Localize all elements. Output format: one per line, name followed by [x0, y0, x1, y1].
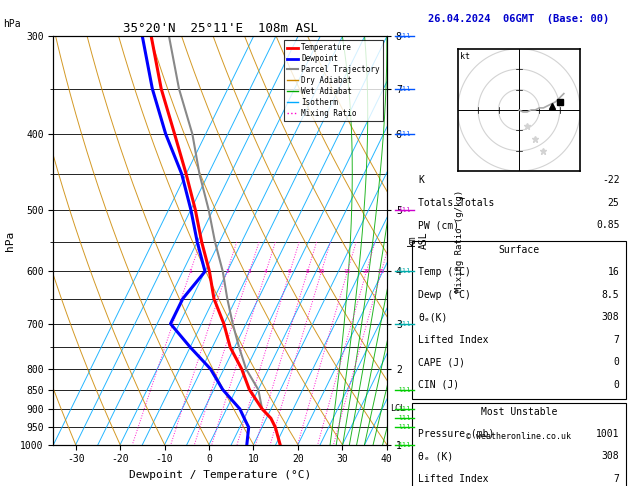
Text: 25: 25 — [377, 269, 385, 274]
Text: lll: lll — [398, 34, 411, 39]
Text: lll: lll — [398, 268, 411, 275]
Text: lll: lll — [398, 406, 411, 412]
Text: Totals Totals: Totals Totals — [418, 198, 495, 208]
Text: lll: lll — [398, 424, 411, 430]
Text: 15: 15 — [343, 269, 351, 274]
Text: CAPE (J): CAPE (J) — [418, 357, 465, 367]
Text: 8.5: 8.5 — [602, 290, 620, 300]
Text: lll: lll — [398, 207, 411, 213]
Title: 35°20'N  25°11'E  108m ASL: 35°20'N 25°11'E 108m ASL — [123, 22, 318, 35]
Text: Temp (°C): Temp (°C) — [418, 267, 471, 278]
Text: Lifted Index: Lifted Index — [418, 474, 489, 484]
Y-axis label: hPa: hPa — [4, 230, 14, 251]
Text: hPa: hPa — [3, 19, 21, 30]
Y-axis label: km
ASL: km ASL — [408, 232, 429, 249]
Text: 0: 0 — [613, 357, 620, 367]
Text: Pressure (mb): Pressure (mb) — [418, 429, 495, 439]
Text: 1: 1 — [189, 269, 192, 274]
Text: 16: 16 — [608, 267, 620, 278]
Text: 1001: 1001 — [596, 429, 620, 439]
Text: 8: 8 — [306, 269, 309, 274]
Text: Dewp (°C): Dewp (°C) — [418, 290, 471, 300]
Text: Lifted Index: Lifted Index — [418, 335, 489, 345]
Text: 308: 308 — [602, 312, 620, 322]
Text: 0: 0 — [613, 380, 620, 390]
Text: LCL: LCL — [390, 404, 405, 414]
Legend: Temperature, Dewpoint, Parcel Trajectory, Dry Adiabat, Wet Adiabat, Isotherm, Mi: Temperature, Dewpoint, Parcel Trajectory… — [284, 40, 383, 121]
Text: Surface: Surface — [498, 245, 540, 255]
Text: 308: 308 — [602, 451, 620, 461]
Text: lll: lll — [398, 321, 411, 327]
Text: 26.04.2024  06GMT  (Base: 00): 26.04.2024 06GMT (Base: 00) — [428, 14, 610, 24]
Text: CIN (J): CIN (J) — [418, 380, 460, 390]
Text: 7: 7 — [613, 335, 620, 345]
Bar — [412, 242, 626, 399]
Text: lll: lll — [398, 386, 411, 393]
Text: -22: -22 — [602, 175, 620, 185]
Text: Mixing Ratio (g/kg): Mixing Ratio (g/kg) — [455, 190, 464, 292]
Text: lll: lll — [398, 86, 411, 92]
X-axis label: Dewpoint / Temperature (°C): Dewpoint / Temperature (°C) — [129, 470, 311, 480]
Text: 7: 7 — [613, 474, 620, 484]
Text: lll: lll — [398, 131, 411, 137]
Text: Most Unstable: Most Unstable — [481, 406, 557, 417]
Text: lll: lll — [398, 442, 411, 448]
Text: © weatheronline.co.uk: © weatheronline.co.uk — [467, 432, 571, 441]
Text: θₑ (K): θₑ (K) — [418, 451, 454, 461]
Text: lll: lll — [398, 415, 411, 421]
Text: PW (cm): PW (cm) — [418, 220, 460, 230]
Text: θₑ(K): θₑ(K) — [418, 312, 448, 322]
Text: 20: 20 — [363, 269, 370, 274]
Text: 0.85: 0.85 — [596, 220, 620, 230]
Text: 25: 25 — [608, 198, 620, 208]
Text: 4: 4 — [264, 269, 268, 274]
Text: 6: 6 — [288, 269, 292, 274]
Text: 2: 2 — [225, 269, 229, 274]
Text: 3: 3 — [248, 269, 252, 274]
Text: kt: kt — [460, 52, 470, 61]
Text: K: K — [418, 175, 425, 185]
Bar — [412, 403, 626, 486]
Text: 10: 10 — [318, 269, 325, 274]
